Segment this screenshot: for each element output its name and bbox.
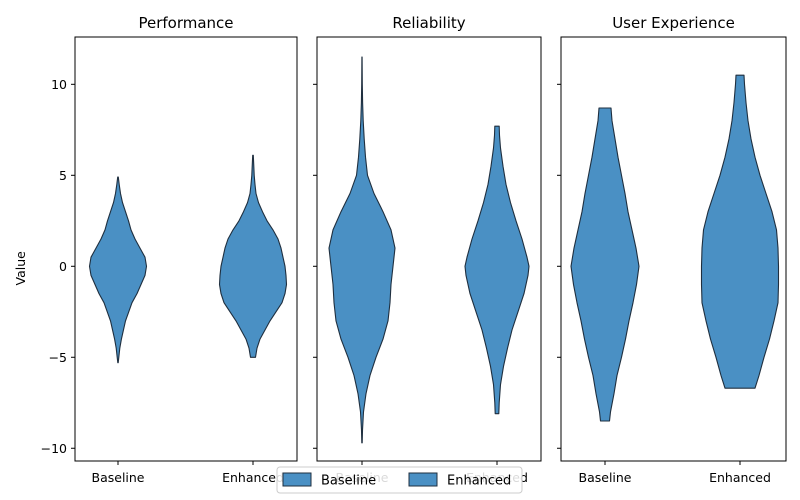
violin-enhanced xyxy=(218,154,288,358)
panel-2: ReliabilityBaselineEnhanced xyxy=(313,14,542,485)
panel-title: Performance xyxy=(138,14,233,32)
panel-frame xyxy=(560,36,787,462)
violin-baseline xyxy=(570,107,640,422)
x-tick-label: Enhanced xyxy=(709,470,771,485)
panel-title: User Experience xyxy=(612,14,735,32)
legend-swatch-baseline xyxy=(282,472,312,487)
y-tick-label: 0 xyxy=(59,259,67,274)
y-tick-label: 5 xyxy=(59,168,67,183)
y-axis-label: Value xyxy=(13,251,28,286)
legend-swatch-enhanced xyxy=(408,472,438,487)
legend-label-enhanced: Enhanced xyxy=(447,474,511,489)
y-tick-label: −10 xyxy=(41,441,67,456)
y-tick-label: 10 xyxy=(51,77,67,92)
violin-baseline xyxy=(328,56,396,444)
panel-frame xyxy=(74,36,298,462)
legend-label-baseline: Baseline xyxy=(321,474,376,489)
panel-1: Performance −10 −5 0 5 10 Baseline Enhanced xyxy=(41,14,298,485)
y-tick-label: −5 xyxy=(49,350,67,365)
legend-box xyxy=(276,466,523,494)
panel-3: User Experience Baseline Enhanced xyxy=(557,14,787,485)
x-tick-label: Baseline xyxy=(579,470,632,485)
violin-enhanced xyxy=(464,125,530,415)
violin-enhanced xyxy=(700,74,780,389)
x-tick-label: Baseline xyxy=(92,470,145,485)
panel-title: Reliability xyxy=(392,14,465,32)
legend: Baseline Enhanced xyxy=(276,466,523,494)
panel-frame xyxy=(316,36,542,462)
x-tick-label: Enhanced xyxy=(222,470,284,485)
violin-baseline xyxy=(88,176,148,364)
